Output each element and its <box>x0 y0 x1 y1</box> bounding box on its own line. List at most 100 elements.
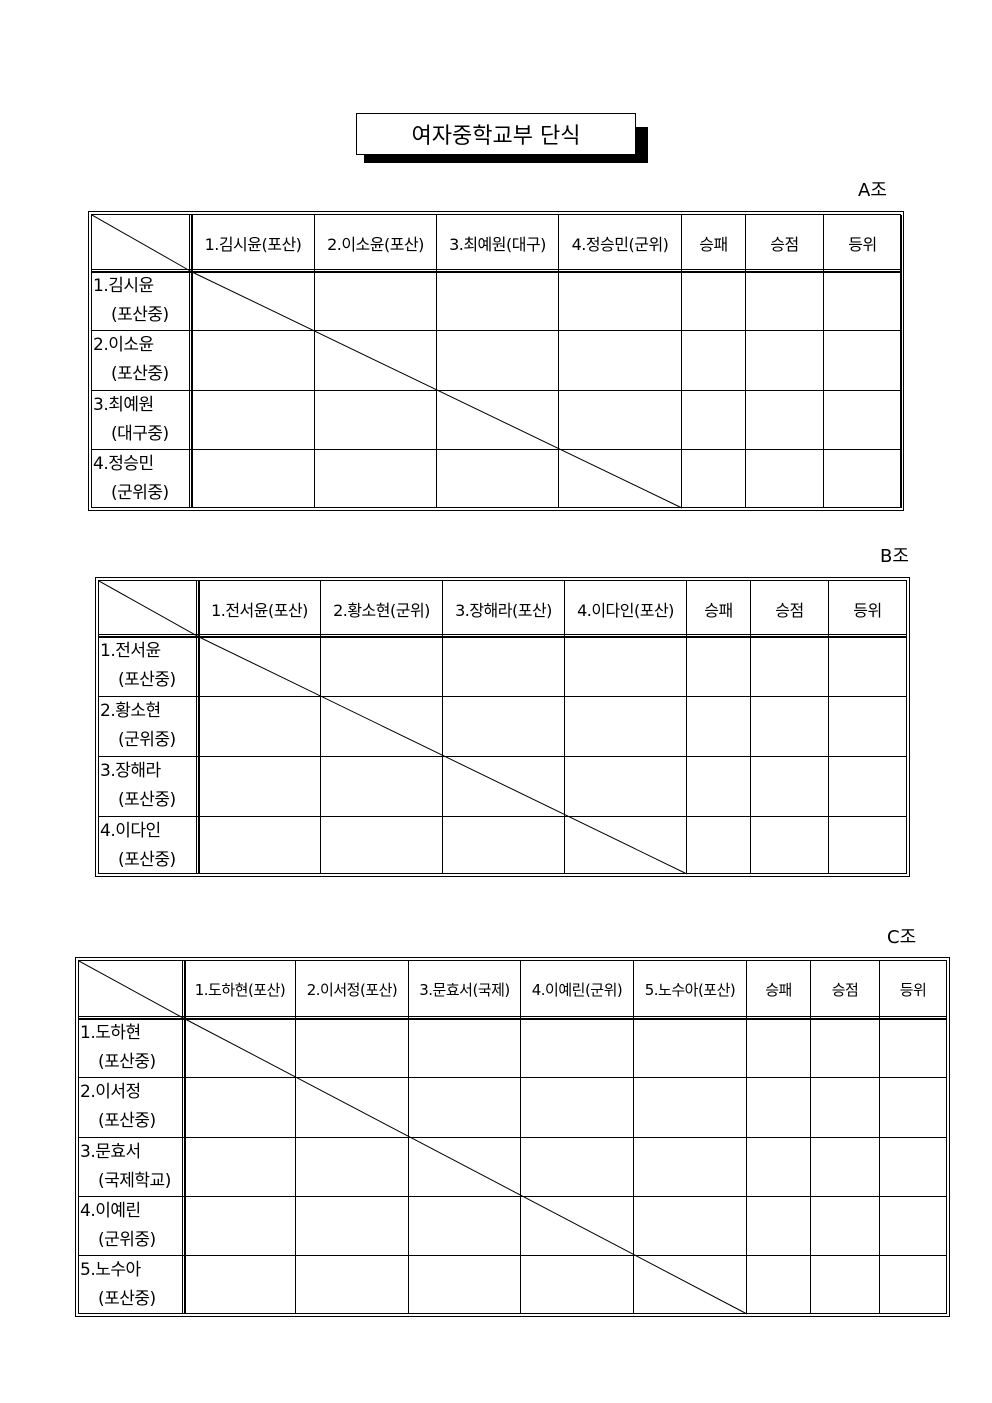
score-cell[interactable] <box>634 1256 747 1314</box>
win-loss-cell[interactable] <box>682 272 746 331</box>
score-cell[interactable] <box>634 1078 747 1138</box>
rank-cell[interactable] <box>824 331 902 391</box>
score-cell[interactable] <box>443 757 565 817</box>
points-cell[interactable] <box>811 1256 880 1314</box>
player-school: (국제학교) <box>98 1171 171 1191</box>
score-cell[interactable] <box>321 817 443 874</box>
score-cell[interactable] <box>296 1078 409 1138</box>
win-loss-cell[interactable] <box>747 1197 811 1256</box>
score-cell[interactable] <box>296 1019 409 1078</box>
score-cell[interactable] <box>634 1138 747 1197</box>
rank-cell[interactable] <box>880 1019 947 1078</box>
score-cell[interactable] <box>521 1019 634 1078</box>
score-cell[interactable] <box>521 1197 634 1256</box>
score-cell[interactable] <box>634 1019 747 1078</box>
win-loss-cell[interactable] <box>682 331 746 391</box>
win-loss-cell[interactable] <box>687 637 751 697</box>
win-loss-cell[interactable] <box>682 450 746 508</box>
points-cell[interactable] <box>751 637 829 697</box>
score-cell[interactable] <box>192 391 315 450</box>
points-cell[interactable] <box>811 1197 880 1256</box>
points-cell[interactable] <box>811 1138 880 1197</box>
score-cell[interactable] <box>521 1138 634 1197</box>
win-loss-cell[interactable] <box>747 1019 811 1078</box>
score-cell[interactable] <box>443 697 565 757</box>
score-cell[interactable] <box>437 450 559 508</box>
win-loss-cell[interactable] <box>687 757 751 817</box>
rank-cell[interactable] <box>880 1078 947 1138</box>
win-loss-cell[interactable] <box>747 1256 811 1314</box>
score-cell[interactable] <box>565 697 687 757</box>
score-cell[interactable] <box>559 450 682 508</box>
score-cell[interactable] <box>409 1256 521 1314</box>
score-cell[interactable] <box>321 637 443 697</box>
score-cell[interactable] <box>199 697 321 757</box>
score-cell[interactable] <box>443 637 565 697</box>
score-cell[interactable] <box>315 391 437 450</box>
score-cell[interactable] <box>521 1078 634 1138</box>
score-cell[interactable] <box>185 1078 296 1138</box>
win-loss-cell[interactable] <box>682 391 746 450</box>
score-cell[interactable] <box>409 1019 521 1078</box>
score-cell[interactable] <box>185 1197 296 1256</box>
points-cell[interactable] <box>751 757 829 817</box>
score-cell[interactable] <box>559 272 682 331</box>
score-cell[interactable] <box>634 1197 747 1256</box>
win-loss-cell[interactable] <box>687 817 751 874</box>
player-school: (군위중) <box>98 1230 156 1250</box>
score-cell[interactable] <box>437 272 559 331</box>
score-cell[interactable] <box>296 1138 409 1197</box>
rank-cell[interactable] <box>824 272 902 331</box>
win-loss-cell[interactable] <box>747 1078 811 1138</box>
group-table: 1.도하현(포산) 2.이서정(포산) 3.문효서(국제) 4.이예린(군위) 5.노수… <box>75 957 950 1317</box>
points-cell[interactable] <box>751 697 829 757</box>
score-cell[interactable] <box>185 1019 296 1078</box>
score-cell[interactable] <box>437 331 559 391</box>
points-cell[interactable] <box>746 450 824 508</box>
win-loss-cell[interactable] <box>687 697 751 757</box>
rank-cell[interactable] <box>829 817 907 874</box>
score-cell[interactable] <box>521 1256 634 1314</box>
rank-cell[interactable] <box>829 697 907 757</box>
points-cell[interactable] <box>746 391 824 450</box>
points-cell[interactable] <box>751 817 829 874</box>
rank-cell[interactable] <box>880 1256 947 1314</box>
score-cell[interactable] <box>559 331 682 391</box>
score-cell[interactable] <box>409 1078 521 1138</box>
score-cell[interactable] <box>321 697 443 757</box>
points-cell[interactable] <box>811 1078 880 1138</box>
score-cell[interactable] <box>315 450 437 508</box>
score-cell[interactable] <box>437 391 559 450</box>
player-school: (포산중) <box>118 790 176 810</box>
points-cell[interactable] <box>811 1019 880 1078</box>
win-loss-cell[interactable] <box>747 1138 811 1197</box>
score-cell[interactable] <box>199 757 321 817</box>
score-cell[interactable] <box>443 817 565 874</box>
score-cell[interactable] <box>559 391 682 450</box>
rank-cell[interactable] <box>824 391 902 450</box>
rank-cell[interactable] <box>824 450 902 508</box>
score-cell[interactable] <box>185 1138 296 1197</box>
score-cell[interactable] <box>409 1138 521 1197</box>
score-cell[interactable] <box>565 817 687 874</box>
score-cell[interactable] <box>199 817 321 874</box>
rank-cell[interactable] <box>880 1197 947 1256</box>
rank-cell[interactable] <box>829 637 907 697</box>
score-cell[interactable] <box>409 1197 521 1256</box>
score-cell[interactable] <box>192 450 315 508</box>
score-cell[interactable] <box>296 1197 409 1256</box>
rank-cell[interactable] <box>880 1138 947 1197</box>
score-cell[interactable] <box>315 272 437 331</box>
score-cell[interactable] <box>185 1256 296 1314</box>
score-cell[interactable] <box>315 331 437 391</box>
score-cell[interactable] <box>565 757 687 817</box>
score-cell[interactable] <box>192 331 315 391</box>
rank-cell[interactable] <box>829 757 907 817</box>
score-cell[interactable] <box>565 637 687 697</box>
score-cell[interactable] <box>296 1256 409 1314</box>
points-cell[interactable] <box>746 331 824 391</box>
score-cell[interactable] <box>199 637 321 697</box>
points-cell[interactable] <box>746 272 824 331</box>
score-cell[interactable] <box>192 272 315 331</box>
score-cell[interactable] <box>321 757 443 817</box>
